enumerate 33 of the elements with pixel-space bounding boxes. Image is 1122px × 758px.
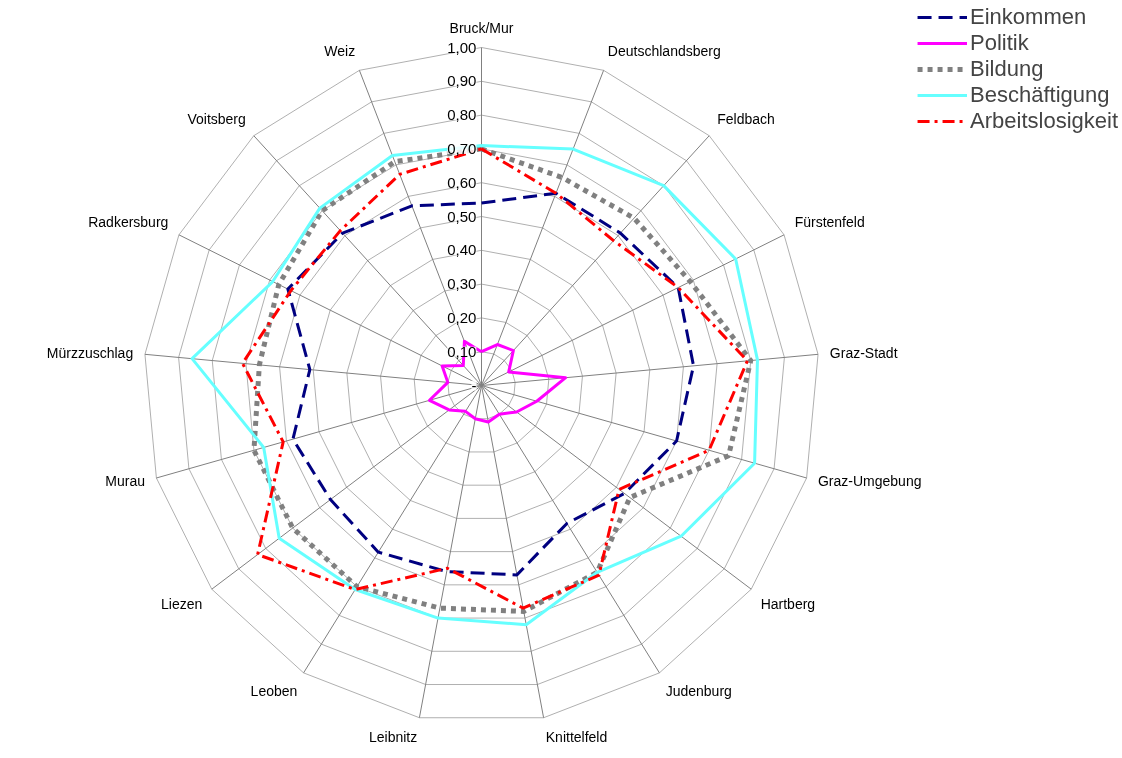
spoke-label: Leibnitz: [368, 729, 418, 746]
y-tick-label: 0,50: [447, 207, 477, 225]
legend-label: Einkommen: [970, 4, 1087, 30]
spoke-label: Leoben: [250, 682, 298, 699]
spoke-label: Weiz: [324, 43, 356, 60]
y-tick-label: 0,20: [447, 308, 477, 326]
y-tick-label: 0,80: [447, 106, 477, 124]
spoke-label: Radkersburg: [88, 213, 169, 230]
spoke-label: Mürzzuschlag: [46, 345, 134, 362]
spoke-label: Liezen: [161, 596, 203, 613]
spoke-label: Judenburg: [665, 682, 732, 699]
legend-label: Bildung: [970, 56, 1044, 82]
y-tick-label: 0,10: [447, 342, 477, 360]
y-tick-label: -: [471, 376, 477, 394]
y-tick-label: 0,60: [447, 173, 477, 191]
spoke-label: Graz-Stadt: [829, 345, 898, 362]
y-tick-label: 0,40: [447, 241, 477, 259]
legend-label: Arbeitslosigkeit: [970, 108, 1118, 134]
spoke-label: Deutschlandsberg: [607, 43, 721, 60]
y-tick-label: 0,30: [447, 275, 477, 293]
y-tick-label: 1,00: [447, 38, 477, 56]
legend-label: Politik: [970, 30, 1029, 56]
spoke-label: Feldbach: [717, 110, 775, 127]
y-tick-label: 0,70: [447, 139, 477, 157]
spoke-label: Graz-Umgebung: [817, 473, 922, 490]
spoke-label: Knittelfeld: [545, 729, 608, 746]
spoke-label: Fürstenfeld: [794, 213, 865, 230]
spoke-label: Murau: [105, 473, 146, 490]
spoke-label: Hartberg: [760, 596, 816, 613]
y-tick-label: 0,90: [447, 72, 477, 90]
legend-label: Beschäftigung: [970, 82, 1110, 108]
spoke-label: Bruck/Mur: [449, 19, 514, 36]
spoke-label: Voitsberg: [187, 110, 246, 127]
